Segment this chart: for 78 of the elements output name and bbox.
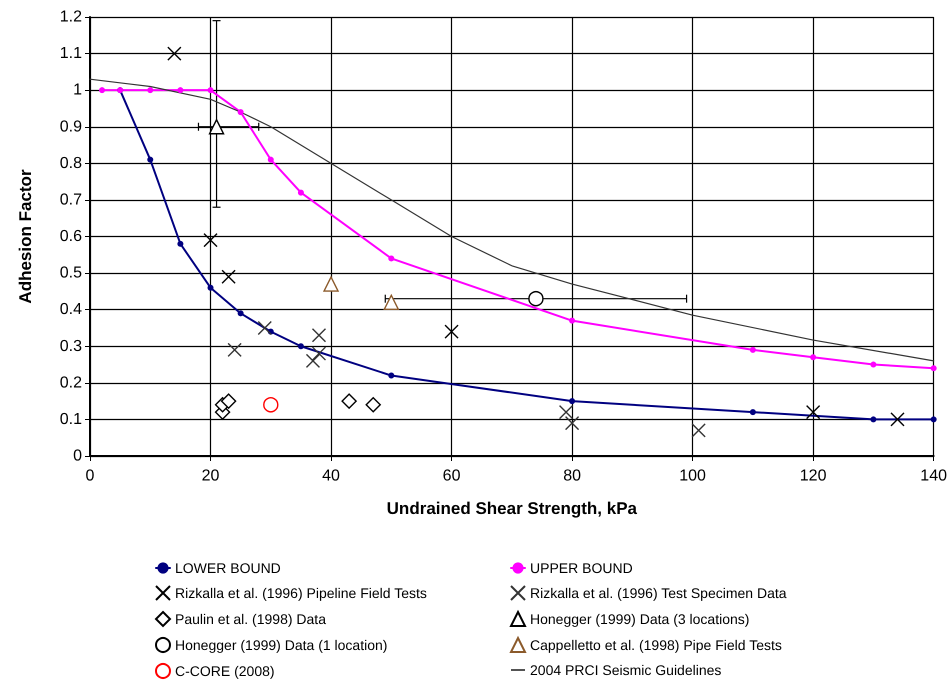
y-tick-label: 1.2 (60, 8, 82, 26)
point (890, 412, 905, 427)
y-tick-label: 0.1 (60, 410, 82, 428)
legend-label: Paulin et al. (1998) Data (175, 611, 326, 627)
point (384, 294, 400, 310)
y-tick-label: 0.4 (60, 301, 82, 318)
y-tick-label: 0.6 (60, 228, 82, 245)
point (691, 423, 706, 438)
y-tick-label: 0.2 (60, 374, 82, 392)
x-tick-label: 20 (202, 468, 220, 484)
y-axis-title: Adhesion Factor (16, 169, 35, 304)
point (312, 328, 326, 342)
point (268, 156, 274, 163)
point (177, 87, 184, 94)
point (258, 320, 272, 336)
point (306, 354, 320, 368)
point (930, 365, 937, 372)
y-tick-label: 1.1 (60, 45, 82, 62)
y-tick-label: 0.7 (60, 191, 82, 208)
point (870, 362, 876, 368)
point (167, 46, 182, 61)
point (810, 354, 816, 360)
y-tick-label: 0.9 (60, 118, 82, 136)
point (312, 346, 326, 361)
x-tick-label: 140 (920, 468, 948, 484)
legend-label: C-CORE (2008) (175, 663, 275, 679)
x-tick-label: 100 (679, 468, 706, 484)
x-tick-label: 0 (86, 468, 95, 484)
point (147, 156, 154, 163)
y-tick-label: 0 (73, 448, 82, 464)
legend-label: Cappelletto et al. (1998) Pipe Field Tests (530, 637, 782, 653)
point (366, 397, 381, 412)
x-tick-label: 60 (442, 468, 461, 484)
x-axis-title: Undrained Shear Strength, kPa (386, 499, 638, 518)
point (870, 416, 876, 422)
point (806, 404, 820, 420)
legend-label: Honegger (1999) Data (3 locations) (530, 611, 750, 627)
point (323, 276, 339, 292)
y-tick-label: 0.3 (60, 338, 82, 355)
point (147, 87, 154, 94)
legend-label: Rizkalla et al. (1996) Test Specimen Data (530, 585, 787, 601)
point (220, 393, 236, 409)
x-tick-label: 120 (800, 468, 827, 484)
point (99, 87, 106, 94)
point (341, 393, 357, 409)
point (208, 119, 224, 134)
y-tick-label: 0.8 (60, 154, 82, 172)
point (298, 190, 304, 196)
point (238, 310, 244, 316)
legend-label: 2004 PRCI Seismic Guidelines (530, 662, 722, 678)
point (444, 324, 459, 339)
point (569, 398, 576, 404)
point (558, 404, 574, 420)
point (238, 109, 244, 116)
point (750, 409, 756, 416)
legend-label: UPPER BOUND (530, 560, 633, 576)
point (569, 318, 576, 324)
point (298, 343, 304, 350)
point (263, 397, 278, 412)
point (227, 342, 242, 358)
legend-label: LOWER BOUND (175, 560, 281, 576)
x-tick-label: 40 (322, 468, 340, 484)
y-tick-label: 0.5 (60, 264, 82, 282)
point (221, 270, 236, 284)
point (564, 416, 580, 430)
x-tick-label: 80 (563, 468, 582, 484)
point (930, 416, 937, 422)
point (177, 240, 184, 247)
point (528, 290, 544, 306)
y-tick-label: 1 (73, 82, 82, 99)
point (203, 232, 218, 248)
point (208, 284, 214, 291)
legend-label: Rizkalla et al. (1996) Pipeline Field Tests (175, 585, 427, 601)
point (388, 255, 394, 262)
point (750, 346, 756, 353)
legend-label: Honegger (1999) Data (1 location) (175, 637, 388, 653)
point (208, 87, 214, 94)
point (388, 372, 394, 379)
